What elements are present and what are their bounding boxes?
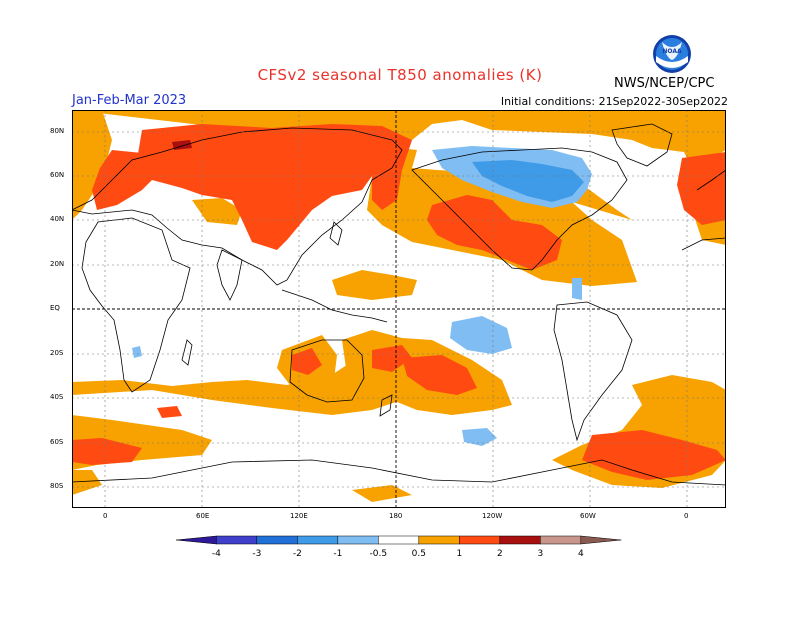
lat-label: 60S (50, 438, 64, 446)
noaa-logo-icon: NOAA (653, 35, 691, 73)
colorbar: -4 -3 -2 -1 -0.5 0.5 1 2 3 4 (175, 535, 622, 559)
svg-text:NOAA: NOAA (662, 48, 682, 55)
agency-label: NWS/NCEP/CPC (614, 76, 715, 91)
lon-label: 120E (290, 512, 308, 520)
lon-axis: 0 60E 120E 180 120W 60W 0 (72, 512, 726, 524)
lon-label: 0 (684, 512, 689, 520)
lat-label: 60N (50, 171, 65, 179)
colorbar-tick-label: -0.5 (370, 549, 388, 559)
lon-label: 120W (482, 512, 503, 520)
lat-label: 40N (50, 215, 65, 223)
lat-label: EQ (50, 304, 60, 312)
lon-label: 180 (389, 512, 403, 520)
colorbar-tick-label: 2 (497, 549, 503, 559)
lat-label: 20N (50, 260, 65, 268)
colorbar-swatch (418, 535, 460, 545)
lon-label: 0 (103, 512, 108, 520)
colorbar-tick-label: -4 (212, 549, 221, 559)
colorbar-tick-label: -2 (293, 549, 302, 559)
initial-conditions-label: Initial conditions: 21Sep2022-30Sep2022 (500, 95, 728, 108)
colorbar-swatch (540, 535, 582, 545)
equator-dateline (72, 110, 726, 508)
strong-warm-regions (72, 124, 726, 480)
anomaly-map (72, 110, 726, 508)
colorbar-tick-label: 1 (456, 549, 462, 559)
lat-label: 20S (50, 349, 64, 357)
lat-axis: 80N 60N 40N 20N EQ 20S 40S 60S 80S (50, 110, 70, 508)
colorbar-tick-label: 0.5 (412, 549, 426, 559)
strong-cool-regions (472, 160, 584, 202)
lon-label: 60W (580, 512, 596, 520)
colorbar-tick-label: -3 (252, 549, 261, 559)
lat-label: 40S (50, 393, 64, 401)
colorbar-swatch (580, 535, 622, 545)
lat-label: 80N (50, 127, 65, 135)
colorbar-swatch (378, 535, 420, 545)
colorbar-tick-label: 3 (537, 549, 543, 559)
colorbar-swatch (175, 535, 217, 545)
colorbar-swatch (337, 535, 379, 545)
colorbar-swatch (459, 535, 501, 545)
lat-label: 80S (50, 482, 64, 490)
colorbar-swatch (216, 535, 258, 545)
map-title: CFSv2 seasonal T850 anomalies (K) (257, 66, 543, 84)
colorbar-swatch (499, 535, 541, 545)
colorbar-tick-label: -1 (333, 549, 342, 559)
lon-label: 60E (196, 512, 210, 520)
colorbar-tick-label: 4 (578, 549, 584, 559)
colorbar-swatch (256, 535, 298, 545)
graticule (72, 110, 726, 508)
season-label: Jan-Feb-Mar 2023 (72, 93, 187, 108)
colorbar-swatch (297, 535, 339, 545)
